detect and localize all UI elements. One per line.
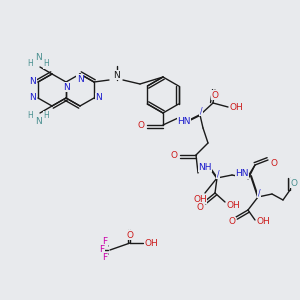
Text: OH: OH [229,103,243,112]
Text: O: O [271,158,278,167]
Text: F: F [99,245,105,254]
Text: O: O [196,202,203,211]
Text: N: N [76,74,83,83]
Text: N: N [96,94,102,103]
Text: OH: OH [226,200,240,209]
Text: H: H [43,112,49,121]
Text: /: / [258,188,260,197]
Text: H: H [27,59,33,68]
Text: O: O [170,151,178,160]
Text: H: H [43,59,49,68]
Text: N: N [30,77,36,86]
Text: O: O [290,178,298,188]
Text: O: O [137,121,145,130]
Text: O: O [229,218,236,226]
Text: N: N [63,82,69,91]
Text: F: F [102,254,108,262]
Text: O: O [212,91,218,100]
Text: HN: HN [235,169,249,178]
Text: OH: OH [256,218,270,226]
Text: /: / [217,169,219,178]
Text: N: N [34,118,41,127]
Text: /: / [200,106,202,116]
Text: N: N [34,53,41,62]
Text: HN: HN [177,118,191,127]
Text: OH: OH [144,238,158,247]
Text: NH: NH [198,163,212,172]
Text: F: F [102,238,108,247]
Text: H: H [27,112,33,121]
Text: OH: OH [193,194,207,203]
Text: N: N [30,94,36,103]
Text: N: N [114,70,120,80]
Text: O: O [127,230,134,239]
